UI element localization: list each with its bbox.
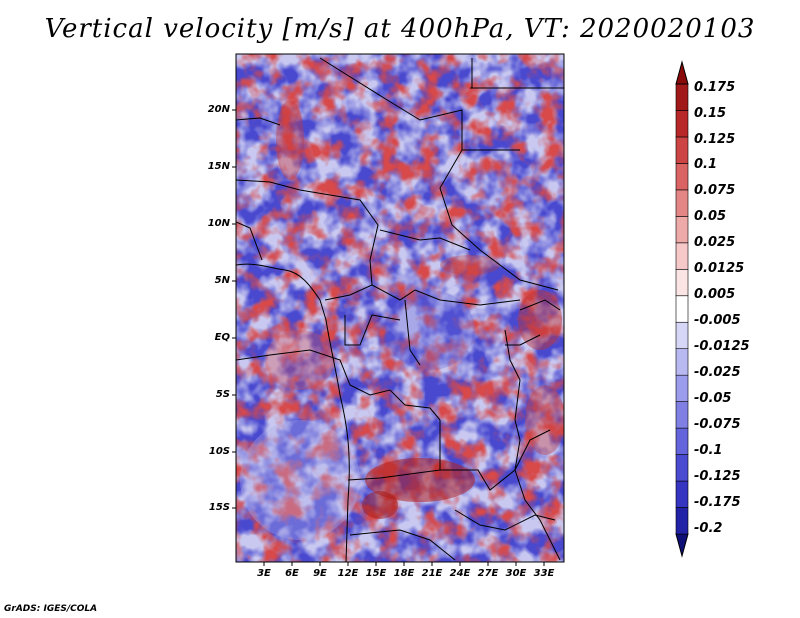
country-borders [236, 57, 564, 562]
chart-title: Vertical velocity [m/s] at 400hPa, VT: 2… [44, 14, 756, 44]
lon-label: 15E [365, 568, 387, 579]
colorbar-segment [675, 321, 689, 350]
colorbar-segment [675, 427, 689, 455]
colorbar-label: 0.075 [694, 183, 736, 198]
colorbar-label: -0.175 [694, 495, 741, 510]
colorbar-segment [675, 189, 689, 217]
lon-label: 6E [285, 568, 299, 579]
colorbar-segment [675, 216, 689, 244]
axis-ticks [232, 109, 545, 566]
colorbar-segment [675, 163, 689, 191]
colorbar-label: 0.15 [694, 106, 727, 121]
colorbar-segment [675, 110, 689, 138]
colorbar-segment [675, 374, 689, 402]
colorbar-segment [675, 268, 689, 297]
colorbar-label: -0.05 [694, 391, 732, 406]
colorbar-label: 0.125 [694, 132, 736, 147]
velocity-field [236, 54, 564, 562]
colorbar [675, 60, 689, 558]
colorbar-label: -0.025 [694, 365, 741, 380]
colorbar-label: -0.005 [694, 313, 741, 328]
lat-label: 10N [207, 218, 230, 229]
credit-text: GrADS: IGES/COLA [4, 604, 98, 614]
colorbar-segment [675, 348, 689, 376]
colorbar-label: -0.1 [694, 443, 723, 458]
colorbar-label: 0.05 [694, 209, 727, 224]
lon-label: 3E [257, 568, 271, 579]
lon-label: 12E [337, 568, 359, 579]
lon-label: 9E [313, 568, 327, 579]
lon-label: 24E [449, 568, 471, 579]
lon-label: 33E [533, 568, 555, 579]
lat-label: 15S [208, 502, 230, 513]
colorbar-label: 0.0125 [694, 261, 745, 276]
colorbar-segment [675, 83, 689, 111]
lat-label: 10S [208, 446, 230, 457]
colorbar-segment [675, 136, 689, 164]
colorbar-label: -0.2 [694, 521, 723, 536]
lat-label: 20N [207, 104, 230, 115]
colorbar-label: 0.1 [694, 157, 718, 172]
colorbar-label: 0.005 [694, 287, 736, 302]
colorbar-label: -0.075 [694, 417, 741, 432]
map-frame [235, 53, 565, 563]
lat-label: EQ [214, 332, 230, 343]
lon-label: 27E [477, 568, 499, 579]
colorbar-segment [675, 242, 689, 270]
colorbar-label: 0.175 [694, 80, 736, 95]
colorbar-segment [675, 295, 689, 323]
colorbar-segment [675, 507, 689, 535]
colorbar-segment [675, 401, 689, 429]
colorbar-min-arrow [675, 533, 689, 558]
lat-label: 5S [215, 389, 230, 400]
colorbar-label: -0.125 [694, 469, 741, 484]
colorbar-segment [675, 480, 689, 508]
lat-label: 15N [207, 161, 230, 172]
colorbar-segment [675, 454, 689, 482]
colorbar-label: -0.0125 [694, 339, 750, 354]
colorbar-max-arrow [675, 60, 689, 85]
colorbar-label: 0.025 [694, 235, 736, 250]
lat-label: 5N [214, 275, 230, 286]
lon-label: 21E [421, 568, 443, 579]
lon-label: 18E [393, 568, 415, 579]
lon-label: 30E [505, 568, 527, 579]
